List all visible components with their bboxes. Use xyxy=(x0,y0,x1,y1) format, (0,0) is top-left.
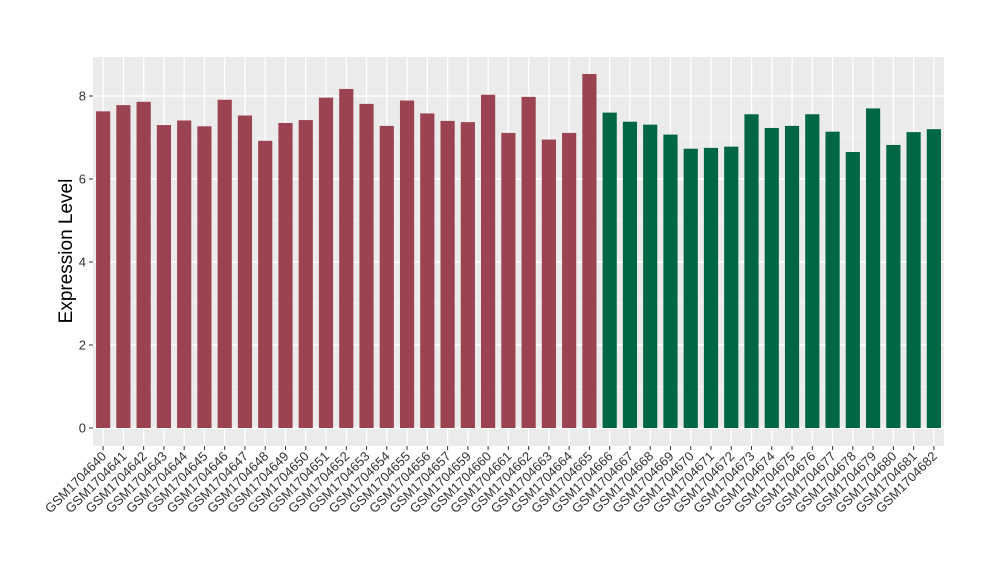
bar-GSM1704653 xyxy=(359,103,374,428)
y-tick-label: 6 xyxy=(79,172,86,187)
bar-GSM1704664 xyxy=(562,132,577,428)
bar-GSM1704662 xyxy=(521,96,536,428)
bar-GSM1704652 xyxy=(339,88,354,428)
bar-GSM1704677 xyxy=(825,131,840,428)
y-tick-label: 4 xyxy=(79,255,86,270)
bar-GSM1704671 xyxy=(703,147,719,428)
y-tick-label: 8 xyxy=(79,89,86,104)
bar-GSM1704641 xyxy=(116,105,131,428)
bar-GSM1704647 xyxy=(237,115,253,428)
bar-GSM1704665 xyxy=(582,74,597,428)
bar-GSM1704667 xyxy=(622,121,638,428)
bar-GSM1704642 xyxy=(136,101,151,428)
bar-GSM1704668 xyxy=(643,124,658,428)
bar-GSM1704655 xyxy=(399,100,415,428)
bar-GSM1704659 xyxy=(460,122,475,429)
y-axis-title: Expression Level xyxy=(56,179,77,324)
y-tick-label: 2 xyxy=(79,338,86,353)
y-axis: 0 2 4 6 8 xyxy=(79,89,93,436)
bar-GSM1704645 xyxy=(197,126,212,429)
bar-GSM1704644 xyxy=(177,120,192,429)
bar-GSM1704661 xyxy=(501,132,516,428)
bar-GSM1704651 xyxy=(318,97,334,428)
bar-GSM1704672 xyxy=(724,146,739,428)
bar-GSM1704679 xyxy=(865,108,881,428)
x-axis: GSM1704640GSM1704641GSM1704642GSM1704643… xyxy=(42,446,940,516)
plot-panel xyxy=(93,57,944,446)
bar-GSM1704670 xyxy=(683,148,698,428)
bar-GSM1704649 xyxy=(278,122,293,428)
bar-GSM1704648 xyxy=(258,140,273,428)
bar-GSM1704678 xyxy=(845,152,860,428)
bars xyxy=(96,74,941,429)
bar-GSM1704681 xyxy=(906,132,921,429)
bar-GSM1704654 xyxy=(379,125,394,428)
y-tick-label: 0 xyxy=(79,421,86,436)
bar-GSM1704656 xyxy=(420,113,435,429)
bar-GSM1704650 xyxy=(298,120,313,428)
bar-GSM1704676 xyxy=(805,114,820,428)
bar-GSM1704680 xyxy=(886,144,901,428)
bar-GSM1704643 xyxy=(156,125,172,429)
bar-GSM1704666 xyxy=(602,112,617,428)
bar-GSM1704646 xyxy=(217,99,232,429)
bar-GSM1704675 xyxy=(784,125,800,428)
bar-GSM1704682 xyxy=(926,129,941,428)
bar-GSM1704657 xyxy=(440,120,455,429)
bar-GSM1704640 xyxy=(96,111,111,428)
bar-GSM1704663 xyxy=(541,139,556,428)
bar-GSM1704669 xyxy=(663,134,678,428)
bar-GSM1704673 xyxy=(744,114,759,428)
bar-GSM1704660 xyxy=(481,94,496,428)
bar-GSM1704674 xyxy=(764,127,779,428)
